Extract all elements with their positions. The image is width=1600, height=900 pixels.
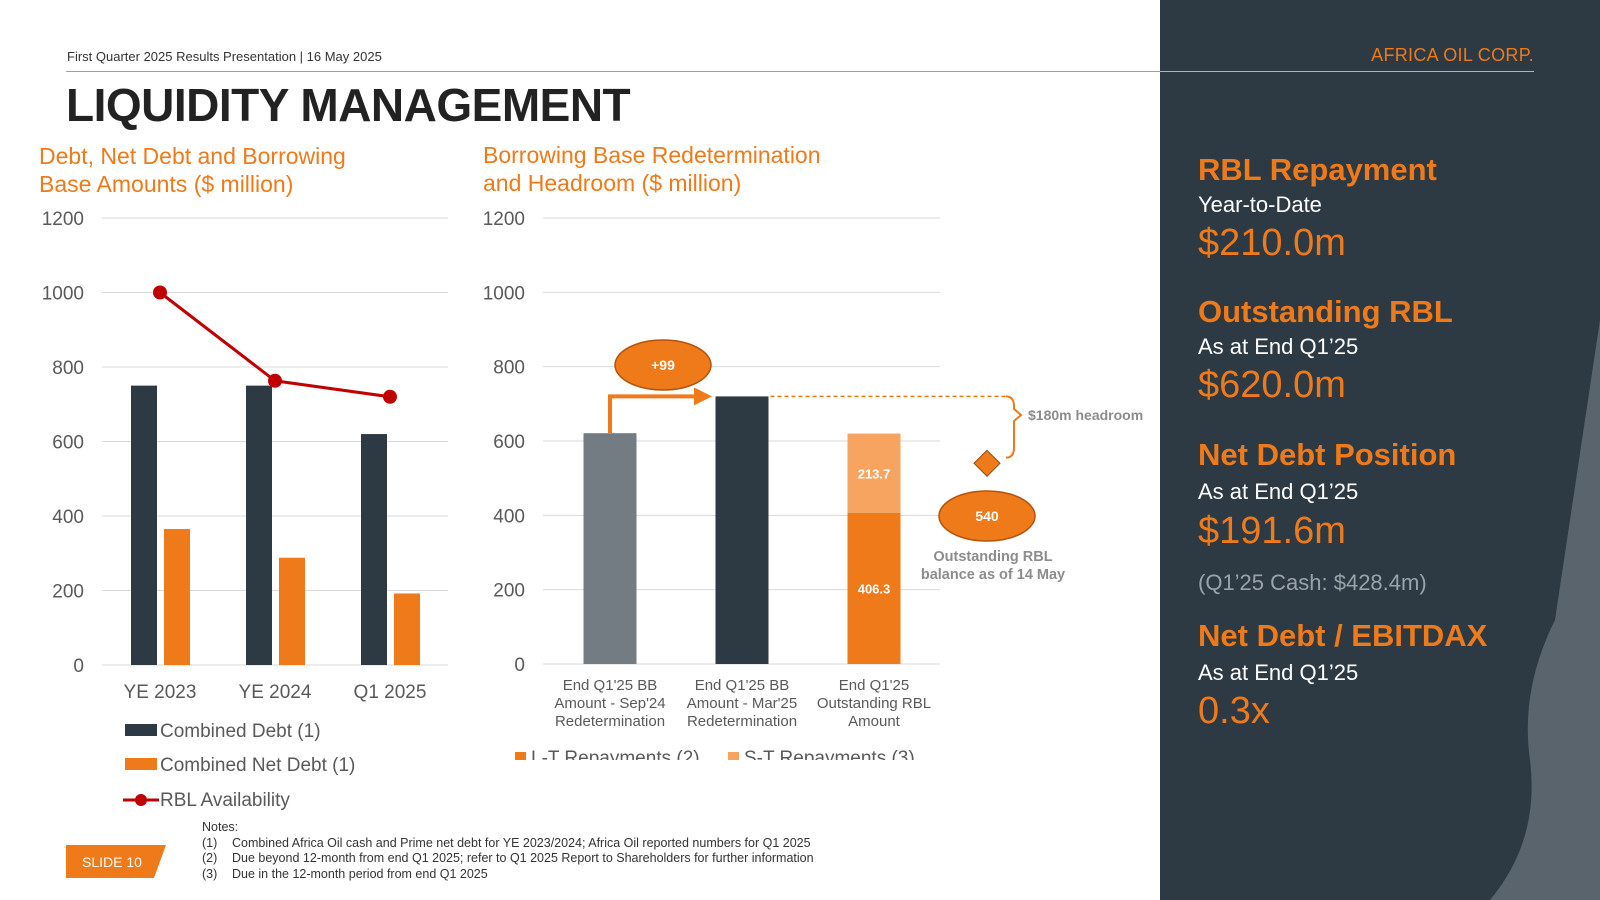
debt-chart-title: Debt, Net Debt and Borrowing Base Amount… (39, 143, 346, 197)
brand-shape-decoration (1490, 320, 1600, 900)
x-tick-label: Outstanding RBL (817, 695, 931, 712)
legend-label: S-T Repayments (3) (744, 748, 915, 760)
y-tick-label: 1000 (483, 283, 525, 304)
note-text: Combined Africa Oil cash and Prime net d… (232, 835, 811, 850)
outstanding-bubble-label: 540 (975, 508, 999, 524)
legend-swatch-net-debt (125, 758, 157, 770)
y-tick-label: 800 (52, 358, 84, 379)
headroom-bracket (1005, 395, 1023, 459)
note-item: (3) Due in the 12-month period from end Q… (202, 867, 814, 883)
x-tick-label: Amount (848, 713, 901, 730)
metric-subtitle: As at End Q1’25 (1198, 479, 1359, 504)
company-brand: AFRICA OIL CORP. (1371, 45, 1534, 65)
y-tick-label: 1200 (483, 209, 525, 230)
rbl-availability-point (153, 285, 167, 300)
slide-number-badge: SLIDE 10 (66, 845, 166, 878)
metric-subtitle: As at End Q1’25 (1198, 334, 1359, 359)
outstanding-rbl-marker (973, 449, 1001, 478)
headroom-label: $180m headroom (1028, 407, 1143, 423)
metric-value: $620.0m (1198, 364, 1346, 406)
notes: Notes: (1) Combined Africa Oil cash and P… (202, 820, 814, 882)
y-tick-label: 1000 (42, 284, 84, 305)
increase-arrow-head (694, 387, 712, 406)
x-tick-label: End Q1'25 BB (563, 677, 658, 694)
x-tick-label: Amount - Mar'25 (687, 695, 797, 712)
bb-sep24-bar (583, 433, 637, 664)
metric-subtitle: As at End Q1’25 (1198, 660, 1359, 685)
debt-chart: 0 200 400 600 800 1000 1200 YE 2023 YE 2024 Q1 20… (42, 209, 448, 810)
metric-note: (Q1’25 Cash: $428.4m) (1198, 570, 1427, 595)
increase-arrow (608, 394, 697, 434)
key-metrics-sidebar: AFRICA OIL CORP. RBL Repayment Year-to-D… (1160, 0, 1600, 900)
metric-heading: RBL Repayment (1198, 152, 1437, 187)
combined-debt-bar (361, 434, 387, 665)
metric-value: 0.3x (1198, 690, 1270, 732)
x-tick-label: YE 2023 (124, 682, 197, 703)
combined-net-debt-bar (279, 557, 305, 665)
legend-label: Combined Debt (1) (160, 721, 321, 742)
combined-debt-bar (246, 385, 272, 665)
note-item: (2) Due beyond 12-month from end Q1 2025;… (202, 851, 814, 867)
x-tick-label: Redetermination (687, 713, 797, 730)
legend-swatch-lt-repayments (515, 752, 526, 760)
borrowing-base-chart-title: Borrowing Base Redetermination and Headr… (483, 142, 821, 196)
metric-heading: Outstanding RBL (1198, 294, 1453, 329)
legend-swatch-st-repayments (728, 752, 739, 760)
note-text: Due beyond 12-month from end Q1 2025; re… (232, 851, 814, 865)
increase-bubble-label: +99 (651, 357, 675, 373)
presentation-subtitle: First Quarter 2025 Results Presentation … (67, 49, 382, 64)
metric-value: $191.6m (1198, 510, 1346, 552)
legend-label: Combined Net Debt (1) (160, 755, 355, 776)
y-tick-label: 200 (52, 582, 84, 603)
outstanding-bubble (938, 490, 1036, 542)
y-tick-label: 0 (73, 656, 84, 677)
bb-mar25-bar (715, 396, 769, 664)
segment-value-label: 213.7 (858, 466, 891, 481)
legend-swatch-combined-debt (125, 724, 157, 736)
note-number: (2) (202, 851, 218, 865)
legend-label: L-T Repayments (2) (531, 748, 700, 760)
page-title: LIQUIDITY MANAGEMENT (66, 79, 631, 131)
y-tick-label: 400 (493, 506, 525, 527)
x-tick-label: Q1 2025 (354, 682, 427, 703)
x-tick-label: End Q1'25 BB (695, 677, 790, 694)
y-tick-label: 800 (493, 358, 525, 379)
y-tick-label: 600 (493, 432, 525, 453)
note-text: Due in the 12-month period from end Q1 2… (232, 866, 488, 881)
metric-heading: Net Debt / EBITDAX (1198, 618, 1488, 653)
note-number: (1) (202, 835, 218, 850)
notes-title: Notes: (202, 820, 239, 834)
combined-net-debt-bar (164, 529, 190, 665)
rbl-availability-point (268, 373, 282, 388)
y-tick-label: 200 (493, 581, 525, 602)
legend-label: RBL Availability (160, 790, 290, 810)
y-tick-label: 600 (52, 433, 84, 454)
header-divider (66, 71, 1161, 72)
y-tick-label: 0 (514, 655, 525, 676)
x-tick-label: YE 2024 (239, 682, 312, 703)
metric-value: $210.0m (1198, 222, 1346, 264)
y-tick-label: 1200 (42, 209, 84, 230)
rbl-availability-point (383, 389, 397, 404)
segment-value-label: 406.3 (858, 581, 891, 596)
borrowing-base-chart: 0 200 400 600 800 1000 1200 406.3 213.7 End Q1'25… (483, 209, 1143, 760)
outstanding-note: balance as of 14 May (921, 567, 1065, 583)
lt-repayments-segment (847, 512, 901, 664)
note-number: (3) (202, 866, 218, 881)
increase-bubble (614, 339, 712, 391)
legend-swatch-rbl-point (135, 794, 147, 806)
outstanding-note: Outstanding RBL (933, 549, 1052, 565)
x-tick-label: Amount - Sep'24 (554, 695, 665, 712)
combined-debt-bar (131, 385, 157, 665)
st-repayments-segment (847, 433, 901, 513)
x-tick-label: Redetermination (555, 713, 665, 730)
note-item: (1) Combined Africa Oil cash and Prime ne… (202, 836, 814, 852)
combined-net-debt-bar (394, 593, 420, 665)
slide-number-label: SLIDE 10 (82, 853, 142, 870)
metric-heading: Net Debt Position (1198, 437, 1457, 472)
y-tick-label: 400 (52, 507, 84, 528)
metric-subtitle: Year-to-Date (1198, 192, 1322, 217)
x-tick-label: End Q1'25 (839, 677, 909, 694)
brand-divider (1160, 71, 1534, 72)
